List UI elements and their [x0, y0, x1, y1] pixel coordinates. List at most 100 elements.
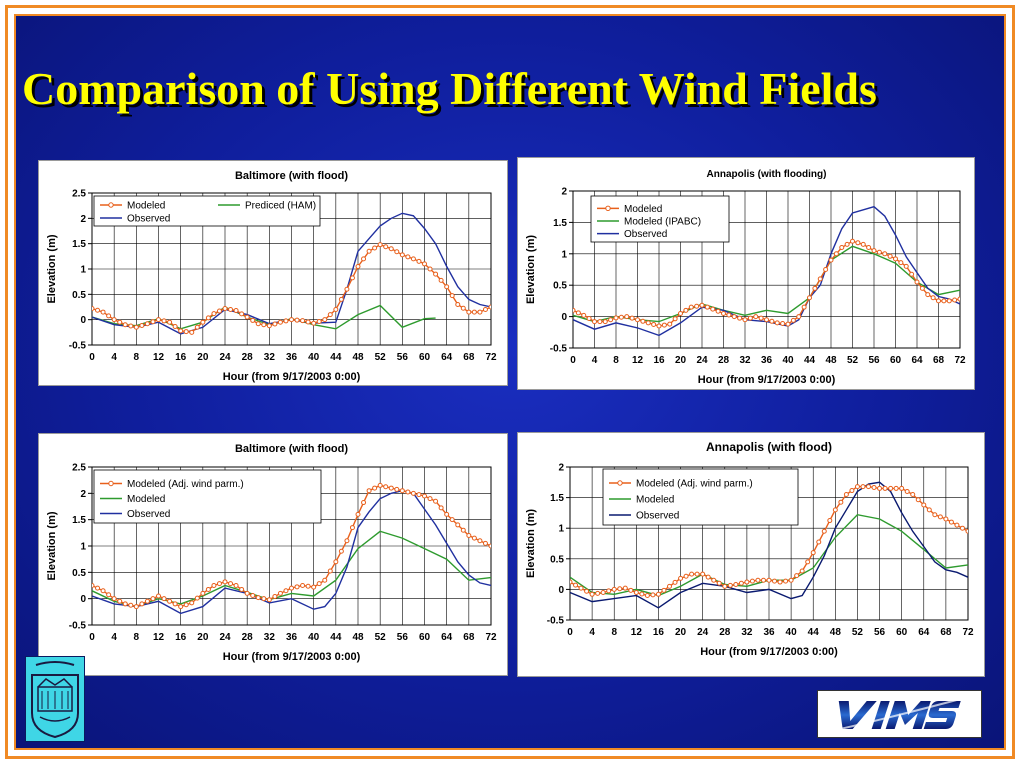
- data-point: [194, 324, 200, 330]
- data-point: [133, 604, 139, 610]
- data-point: [785, 321, 791, 327]
- legend-box: [93, 469, 322, 524]
- data-point: [100, 309, 106, 315]
- data-point: [926, 507, 932, 513]
- y-tick-label: 0.5: [550, 554, 564, 565]
- data-point: [850, 238, 855, 244]
- data-point: [769, 318, 775, 324]
- data-point: [344, 538, 350, 544]
- data-point: [731, 314, 737, 320]
- data-point: [205, 315, 211, 321]
- data-point: [871, 485, 877, 491]
- x-tick-label: 56: [868, 355, 880, 366]
- data-point: [211, 311, 217, 317]
- data-point: [710, 306, 716, 312]
- data-point: [261, 596, 267, 602]
- data-point: [261, 322, 267, 328]
- data-point: [466, 532, 472, 538]
- data-point: [167, 598, 173, 604]
- y-tick-label: 1.5: [72, 239, 86, 250]
- legend-marker: [617, 480, 623, 486]
- data-point: [422, 493, 427, 499]
- data-point: [628, 587, 634, 593]
- data-point: [721, 310, 726, 316]
- x-tick-label: 72: [485, 352, 497, 363]
- x-axis-label: Hour (from 9/17/2003 0:00): [223, 651, 361, 663]
- data-point: [427, 496, 433, 502]
- data-point: [617, 586, 623, 592]
- data-point: [774, 320, 780, 326]
- data-point: [957, 296, 960, 302]
- x-tick-label: 64: [911, 355, 923, 366]
- data-point: [455, 301, 461, 307]
- y-axis-label: Elevation (m): [525, 509, 537, 578]
- y-tick-label: -0.5: [550, 344, 568, 355]
- x-tick-label: 12: [631, 627, 643, 638]
- data-point: [482, 540, 488, 546]
- data-point: [466, 309, 472, 315]
- data-point: [316, 318, 322, 324]
- series-group: [573, 205, 960, 337]
- data-point: [488, 543, 491, 549]
- y-tick-label: 1.5: [72, 515, 86, 526]
- data-point: [943, 516, 949, 522]
- data-point: [272, 594, 278, 600]
- data-point: [106, 592, 112, 598]
- chart-legend: Modeled (Adj. wind parm.) Modeled Observed: [93, 469, 322, 524]
- x-tick-label: 0: [570, 355, 576, 366]
- data-point: [289, 585, 294, 591]
- x-tick-label: 48: [352, 352, 364, 363]
- data-point: [821, 528, 827, 534]
- data-point: [117, 319, 123, 325]
- data-point: [100, 588, 106, 594]
- data-point: [106, 313, 112, 319]
- data-point: [937, 514, 943, 520]
- data-point: [327, 312, 333, 318]
- data-point: [338, 548, 344, 554]
- x-tick-label: 40: [308, 352, 320, 363]
- series-line: [570, 481, 968, 609]
- data-point: [965, 528, 968, 534]
- data-point: [575, 310, 581, 316]
- data-point: [699, 302, 705, 308]
- data-point: [300, 583, 306, 588]
- data-point: [954, 522, 960, 528]
- data-point: [144, 598, 150, 604]
- x-tick-label: 36: [763, 627, 775, 638]
- data-point: [394, 249, 400, 255]
- data-point: [722, 583, 728, 589]
- data-point: [871, 248, 877, 254]
- y-tick-label: 1: [80, 542, 86, 553]
- y-tick-label: 0: [80, 315, 86, 326]
- data-point: [796, 314, 802, 320]
- x-tick-label: 60: [419, 352, 431, 363]
- x-tick-label: 28: [718, 355, 730, 366]
- chart-title: Annapolis (with flooding): [707, 169, 827, 180]
- data-point: [471, 535, 477, 541]
- x-tick-label: 48: [352, 632, 364, 643]
- data-point: [817, 276, 823, 282]
- data-point: [753, 314, 759, 320]
- data-point: [482, 307, 488, 313]
- data-point: [893, 256, 898, 262]
- x-tick-label: 12: [632, 355, 644, 366]
- data-point: [760, 577, 766, 583]
- chart-baltimore-ham: Baltimore (with flood) 0 4 8 12 16 20 24 28 32 36 4…: [38, 160, 508, 386]
- data-point: [747, 315, 753, 321]
- data-point: [639, 591, 645, 597]
- data-point: [266, 597, 272, 603]
- data-point: [255, 321, 261, 327]
- data-point: [711, 577, 717, 583]
- data-point: [372, 485, 378, 491]
- data-point: [178, 604, 184, 610]
- data-point: [661, 587, 667, 593]
- data-point: [888, 485, 894, 491]
- data-point: [749, 578, 755, 584]
- data-point: [399, 488, 405, 494]
- y-tick-label: 2.5: [72, 189, 86, 200]
- x-tick-label: 36: [286, 352, 298, 363]
- data-point: [305, 583, 311, 589]
- x-tick-label: 52: [847, 355, 859, 366]
- data-point: [832, 507, 838, 513]
- data-point: [394, 486, 400, 492]
